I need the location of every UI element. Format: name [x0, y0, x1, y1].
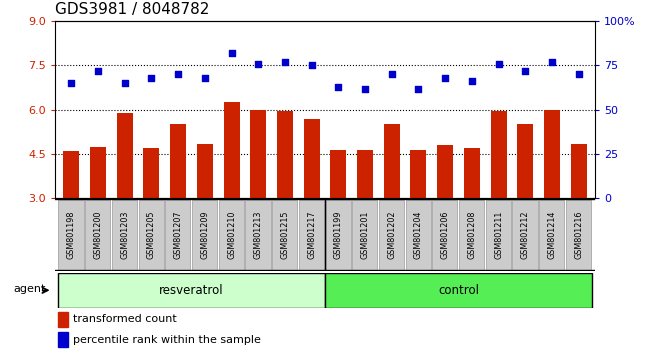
FancyBboxPatch shape [459, 200, 484, 270]
Text: GSM801199: GSM801199 [334, 210, 343, 259]
Text: GSM801213: GSM801213 [254, 210, 263, 259]
FancyBboxPatch shape [540, 200, 564, 270]
FancyBboxPatch shape [406, 200, 431, 270]
Bar [437, 145, 453, 198]
Point [226, 50, 237, 56]
Text: percentile rank within the sample: percentile rank within the sample [73, 335, 261, 345]
Text: GSM801206: GSM801206 [441, 210, 450, 259]
Bar [304, 119, 320, 198]
FancyBboxPatch shape [486, 200, 511, 270]
Text: GSM801211: GSM801211 [494, 210, 503, 259]
Point [440, 75, 450, 81]
Bar [224, 102, 240, 198]
Bar [571, 144, 587, 198]
Text: agent: agent [14, 284, 46, 293]
Point [280, 59, 290, 65]
Point [360, 86, 370, 91]
Text: transformed count: transformed count [73, 314, 176, 325]
Text: GSM801215: GSM801215 [280, 210, 289, 259]
Text: GSM801210: GSM801210 [227, 210, 236, 259]
Text: GSM801212: GSM801212 [521, 210, 530, 259]
Text: GSM801202: GSM801202 [387, 210, 396, 259]
FancyBboxPatch shape [299, 200, 324, 270]
FancyBboxPatch shape [432, 200, 458, 270]
FancyBboxPatch shape [352, 200, 378, 270]
Text: GSM801203: GSM801203 [120, 210, 129, 259]
Text: GSM801198: GSM801198 [67, 210, 76, 259]
Point [200, 75, 210, 81]
Text: GSM801209: GSM801209 [200, 210, 209, 259]
Bar [144, 148, 159, 198]
Point [467, 79, 477, 84]
Text: GSM801214: GSM801214 [547, 210, 556, 259]
Point [66, 80, 77, 86]
Bar [117, 113, 133, 198]
FancyBboxPatch shape [112, 200, 137, 270]
Point [146, 75, 157, 81]
Bar [357, 149, 373, 198]
Bar [58, 273, 325, 308]
Text: control: control [438, 284, 479, 297]
Point [413, 86, 424, 91]
Text: GSM801217: GSM801217 [307, 210, 316, 259]
Bar [517, 125, 533, 198]
Bar [325, 273, 592, 308]
Text: GDS3981 / 8048782: GDS3981 / 8048782 [55, 2, 209, 17]
Point [547, 59, 557, 65]
Bar [330, 149, 346, 198]
FancyBboxPatch shape [138, 200, 164, 270]
FancyBboxPatch shape [246, 200, 270, 270]
Bar [58, 312, 68, 327]
FancyBboxPatch shape [218, 200, 244, 270]
Text: GSM801200: GSM801200 [94, 210, 103, 259]
Point [253, 61, 263, 67]
Text: GSM801205: GSM801205 [147, 210, 156, 259]
Bar [410, 149, 426, 198]
Text: GSM801216: GSM801216 [574, 210, 583, 259]
Point [333, 84, 344, 90]
Point [387, 72, 397, 77]
FancyBboxPatch shape [512, 200, 538, 270]
Text: GSM801201: GSM801201 [361, 210, 370, 259]
Text: GSM801207: GSM801207 [174, 210, 183, 259]
Point [173, 72, 183, 77]
FancyBboxPatch shape [566, 200, 591, 270]
Point [573, 72, 584, 77]
Point [93, 68, 103, 74]
FancyBboxPatch shape [272, 200, 297, 270]
Bar [197, 144, 213, 198]
Point [306, 63, 317, 68]
Bar [384, 125, 400, 198]
Text: GSM801208: GSM801208 [467, 210, 476, 259]
Point [520, 68, 530, 74]
Bar [58, 332, 68, 347]
FancyBboxPatch shape [192, 200, 217, 270]
Bar [464, 148, 480, 198]
Bar [63, 151, 79, 198]
Bar [170, 125, 186, 198]
Point [120, 80, 130, 86]
Bar [277, 111, 293, 198]
Bar [250, 110, 266, 198]
Bar [491, 111, 506, 198]
Text: GSM801204: GSM801204 [414, 210, 423, 259]
Bar [90, 147, 106, 198]
FancyBboxPatch shape [165, 200, 190, 270]
Bar [544, 110, 560, 198]
FancyBboxPatch shape [379, 200, 404, 270]
Text: resveratrol: resveratrol [159, 284, 224, 297]
FancyBboxPatch shape [326, 200, 350, 270]
Point [493, 61, 504, 67]
FancyBboxPatch shape [58, 200, 84, 270]
FancyBboxPatch shape [85, 200, 111, 270]
